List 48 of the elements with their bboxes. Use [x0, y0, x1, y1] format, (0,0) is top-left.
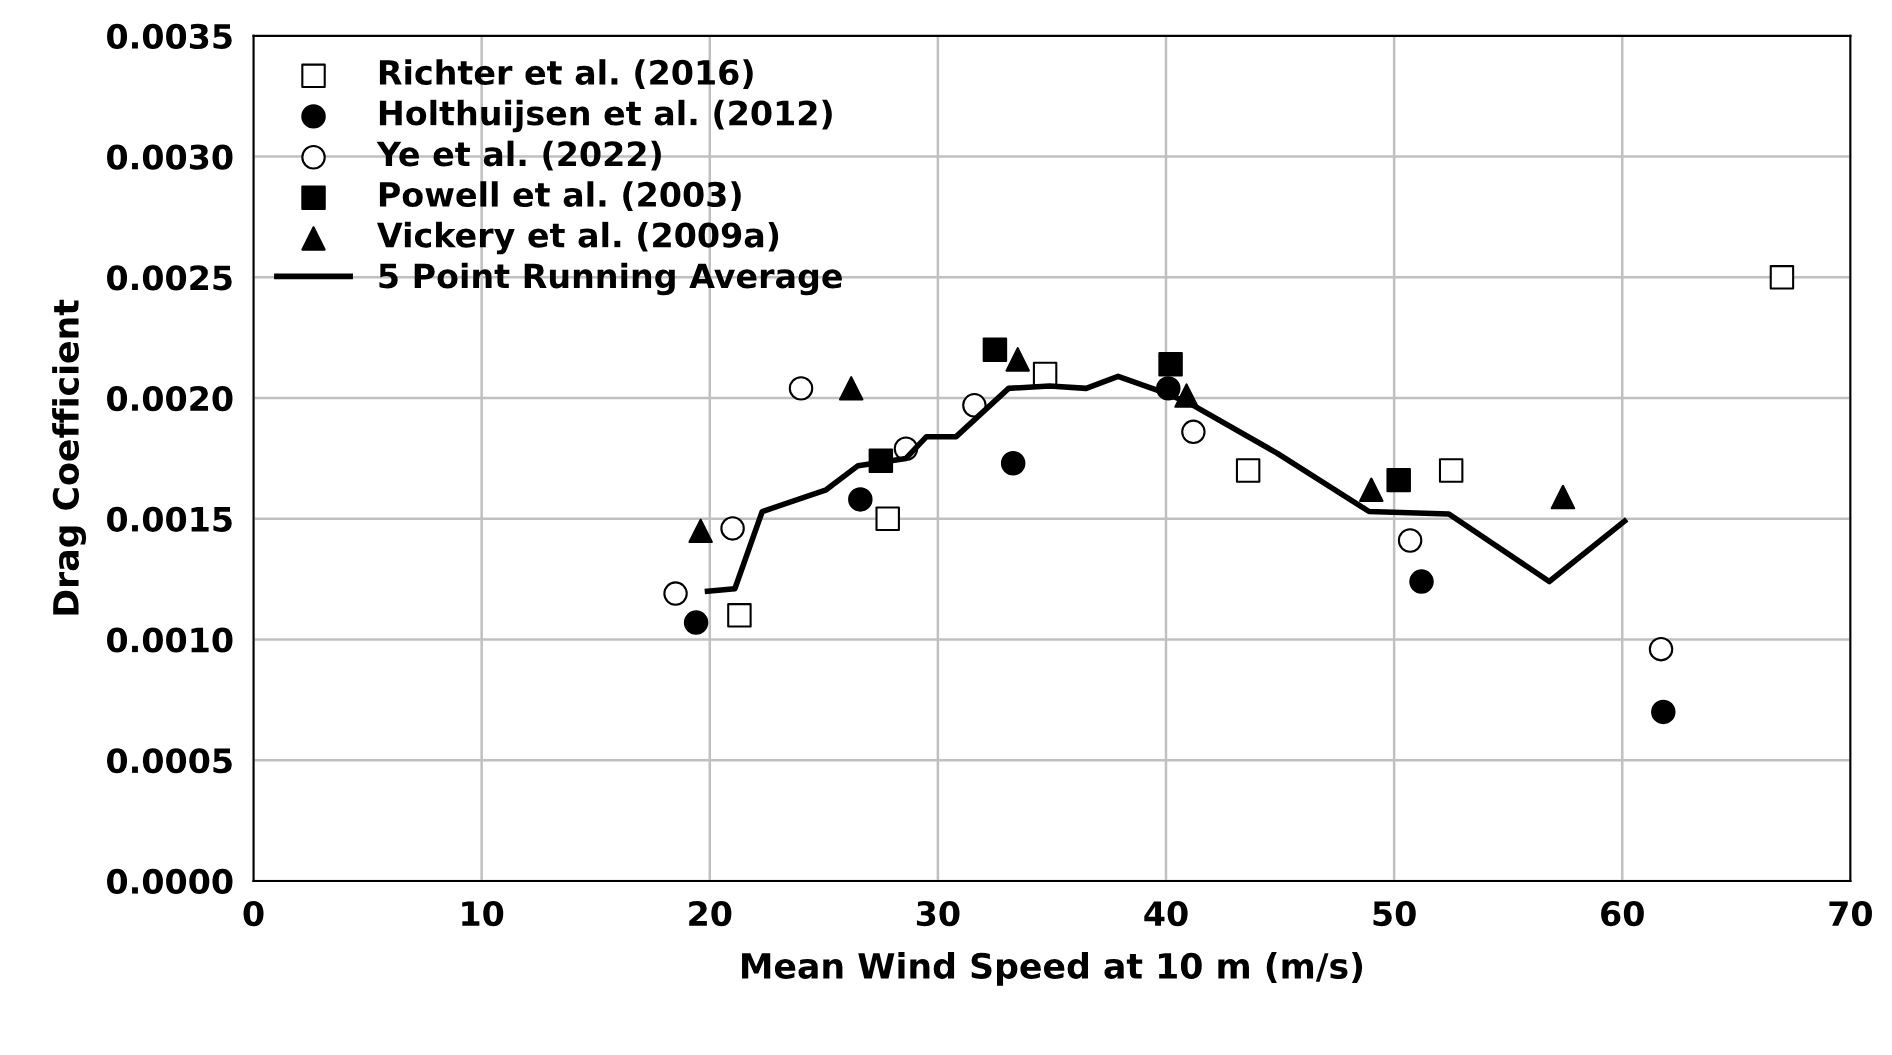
- x-tick-label: 10: [462, 900, 504, 927]
- y-tick-label: 0.0015: [107, 506, 232, 532]
- point: [1397, 528, 1423, 553]
- y-tick-label: 0.0020: [107, 385, 233, 412]
- y-tick-label: 0.0035: [107, 23, 232, 50]
- legend-label: Vickery et al. (2009a): [377, 221, 779, 255]
- point: [1158, 352, 1183, 377]
- x-tick-label: 30: [916, 900, 960, 927]
- y-tick-label: 0.0030: [107, 144, 233, 170]
- point: [1769, 265, 1795, 290]
- y-axis-title: Drag Coefficient: [52, 299, 87, 615]
- point: [688, 518, 713, 544]
- x-tick-label: 20: [689, 900, 732, 927]
- point: [875, 506, 900, 531]
- y-tick-label: 0.0025: [107, 265, 232, 291]
- point: [838, 376, 864, 401]
- point: [1000, 450, 1026, 476]
- point: [982, 337, 1008, 362]
- point: [788, 376, 814, 401]
- point: [1550, 484, 1576, 510]
- point: [848, 487, 873, 512]
- y-tick-label: 0.0000: [107, 868, 233, 895]
- point: [1235, 458, 1261, 483]
- point: [1438, 458, 1464, 483]
- point: [1648, 636, 1674, 662]
- legend-label: Holthuijsen et al. (2012): [379, 99, 832, 133]
- point: [1386, 467, 1411, 493]
- point: [683, 610, 709, 635]
- x-tick-label: 50: [1373, 900, 1416, 927]
- point: [1409, 569, 1434, 594]
- y-tick-label: 0.0010: [107, 627, 233, 653]
- x-tick-label: 60: [1601, 900, 1644, 927]
- legend-label: 5 Point Running Average: [379, 262, 842, 296]
- legend-label: Richter et al. (2016): [379, 59, 753, 89]
- legend-label: Ye et al. (2022): [376, 140, 661, 171]
- x-tick-label: 70: [1829, 900, 1872, 927]
- legend-label: Powell et al. (2003): [379, 181, 741, 211]
- point: [727, 603, 752, 628]
- x-axis-title: Mean Wind Speed at 10 m (m/s): [742, 952, 1363, 986]
- x-tick-label: 40: [1144, 900, 1188, 927]
- x-tick-label: 0: [243, 900, 264, 927]
- point: [1651, 699, 1676, 725]
- y-tick-label: 0.0005: [107, 748, 232, 774]
- point: [720, 516, 745, 541]
- point: [1181, 419, 1206, 445]
- point: [663, 581, 688, 606]
- point: [1005, 347, 1030, 372]
- point: [1359, 477, 1384, 503]
